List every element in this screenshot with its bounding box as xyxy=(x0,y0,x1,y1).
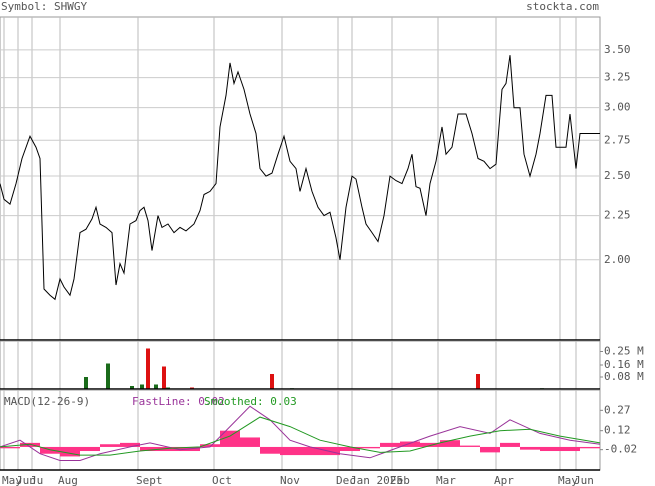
x-tick-label: Oct xyxy=(212,474,232,486)
histogram-bar xyxy=(140,446,160,452)
histogram-bar xyxy=(540,446,560,452)
volume-bar xyxy=(140,384,144,389)
y-tick-label: 0.16 M xyxy=(604,358,644,371)
histogram-bar xyxy=(40,446,60,454)
histogram-bar xyxy=(500,442,520,447)
x-tick-label: Apr xyxy=(494,474,514,486)
site: stockta.com xyxy=(526,0,599,13)
x-tick-label: Nov xyxy=(280,474,300,486)
price-line xyxy=(0,55,600,301)
histogram-bar xyxy=(160,446,180,452)
histogram-bar xyxy=(260,446,280,454)
histogram-bar xyxy=(240,437,260,447)
histogram-bar xyxy=(580,446,600,449)
histogram-bar xyxy=(200,444,220,447)
y-tick-label: 2.75 xyxy=(604,133,631,146)
legend-entry: Smoothed: 0.03 xyxy=(204,395,297,408)
histogram-bar xyxy=(280,446,300,456)
histogram-bar xyxy=(380,442,400,447)
panel xyxy=(0,340,601,390)
volume-bar xyxy=(130,386,134,389)
volume-bar xyxy=(270,374,274,389)
panel xyxy=(0,16,601,341)
histogram-bar xyxy=(440,440,460,447)
histogram-bar xyxy=(460,445,480,447)
x-tick-label: Sept xyxy=(136,474,163,486)
histogram-bar xyxy=(100,444,120,447)
y-tick-label: 2.25 xyxy=(604,209,631,222)
histogram-bar xyxy=(340,446,360,452)
volume-bar xyxy=(476,374,480,389)
y-tick-label: 0.12 xyxy=(604,424,631,437)
y-tick-label: 2.50 xyxy=(604,169,631,182)
histogram-bar xyxy=(520,446,540,450)
x-tick-label: Dec xyxy=(336,474,356,486)
macd-title: MACD(12-26-9) xyxy=(4,395,90,408)
histogram-bar xyxy=(300,446,320,456)
x-tick-label: Aug xyxy=(58,474,78,486)
histogram-bar xyxy=(80,446,100,452)
volume-bar xyxy=(84,377,88,389)
histogram-bar xyxy=(20,442,40,447)
x-tick-label: Jun xyxy=(574,474,594,486)
x-tick-label: May xyxy=(2,474,22,486)
symbol: Symbol: SHWGY xyxy=(1,0,87,13)
y-tick-label: -0.02 xyxy=(604,443,637,456)
x-tick-label: Jun xyxy=(16,474,36,486)
histogram-bar xyxy=(420,442,440,447)
macd-line xyxy=(0,416,601,456)
y-tick-label: 3.00 xyxy=(604,101,631,114)
x-tick-label: May xyxy=(558,474,578,486)
x-tick-label: Feb xyxy=(390,474,410,486)
histogram-bar xyxy=(0,446,20,449)
histogram-bar xyxy=(360,446,380,449)
y-tick-label: 3.25 xyxy=(604,71,631,84)
histogram-bar xyxy=(60,446,80,457)
histogram-bar xyxy=(480,446,500,453)
x-tick-label: Mar xyxy=(436,474,456,486)
volume-bar xyxy=(146,348,150,389)
y-tick-label: 3.50 xyxy=(604,43,631,56)
volume-bar xyxy=(154,384,158,389)
y-tick-label: 0.27 xyxy=(604,403,631,416)
x-tick-label: Jan 2025 xyxy=(350,474,403,486)
y-tick-label: 0.08 M xyxy=(604,370,644,383)
histogram-bar xyxy=(220,430,240,447)
y-tick-label: 2.00 xyxy=(604,253,631,266)
y-tick-label: 0.25 M xyxy=(604,345,644,358)
histogram-bar xyxy=(560,446,580,452)
histogram-bar xyxy=(400,441,420,447)
volume-bar xyxy=(162,366,166,389)
legend-entry: FastLine: 0.02 xyxy=(132,395,225,408)
volume-bar xyxy=(106,363,110,389)
x-tick-label: Ju xyxy=(30,474,43,486)
histogram-bar xyxy=(120,442,140,447)
